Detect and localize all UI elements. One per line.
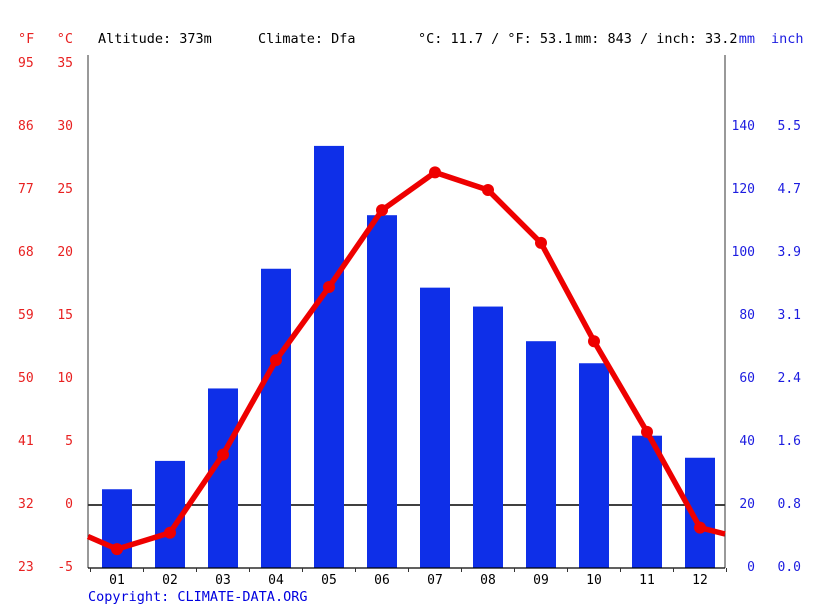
temperature-point-06	[376, 204, 388, 217]
celsius-unit-label: °C	[56, 31, 73, 47]
temperature-point-03	[217, 448, 229, 461]
precipitation-bar-06	[367, 215, 397, 568]
fahrenheit-unit-label: °F	[18, 31, 35, 47]
precipitation-bar-09	[526, 341, 556, 568]
inch-unit-label: inch	[771, 31, 804, 47]
precipitation-bar-03	[208, 388, 238, 568]
temperature-point-05	[323, 281, 335, 294]
copyright: Copyright: CLIMATE-DATA.ORG	[88, 589, 307, 605]
precipitation-bar-11	[632, 435, 662, 568]
climate-zone-label: Climate: Dfa	[258, 31, 356, 47]
temperature-point-12	[694, 521, 706, 534]
precipitation-bar-04	[261, 268, 291, 568]
temperature-point-01	[111, 543, 123, 556]
temperature-point-11	[641, 425, 653, 438]
temperature-line	[86, 169, 726, 552]
temperature-point-02	[164, 526, 176, 539]
precipitation-total-label: mm: 843 / inch: 33.2	[575, 31, 738, 47]
temperature-point-10	[588, 335, 600, 348]
copyright-link[interactable]: CLIMATE-DATA.ORG	[177, 589, 308, 605]
precipitation-bar-01	[102, 489, 132, 568]
average-temperature-label: °C: 11.7 / °F: 53.1	[418, 31, 573, 47]
precipitation-bar-08	[473, 306, 503, 568]
precipitation-bar-05	[314, 145, 344, 568]
temperature-point-09	[535, 236, 547, 249]
mm-unit-label: mm	[738, 31, 755, 47]
precipitation-bar-10	[579, 363, 609, 568]
temperature-point-07	[429, 166, 441, 179]
temperature-point-08	[482, 184, 494, 196]
precipitation-bar-07	[420, 287, 450, 568]
altitude-label: Altitude: 373m	[98, 31, 212, 47]
temperature-point-04	[270, 354, 282, 367]
copyright-prefix: Copyright:	[88, 589, 178, 605]
